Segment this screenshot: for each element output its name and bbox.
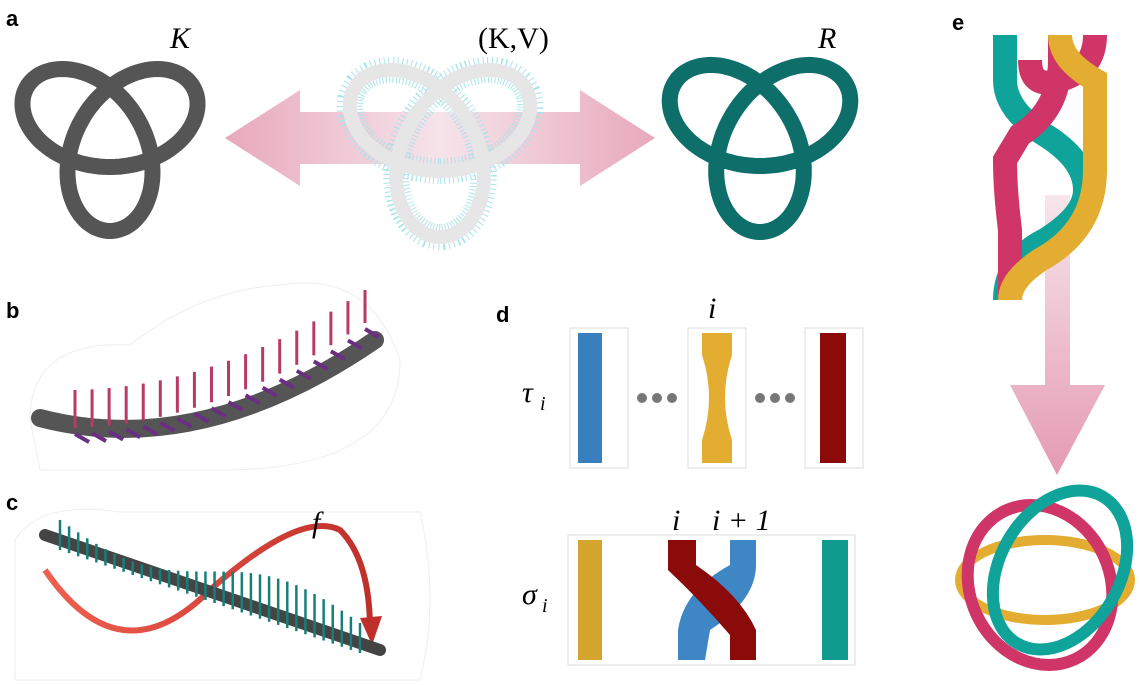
ribbon (670, 65, 851, 232)
panel-label: e (952, 10, 964, 35)
index-label: i (672, 504, 680, 537)
panel-label: c (6, 490, 18, 515)
pair-label: (K,V) (478, 22, 549, 55)
tau-subscript: i (540, 393, 546, 415)
panel-label: d (496, 302, 509, 327)
strand (822, 540, 848, 660)
strand (578, 540, 602, 660)
strand (578, 333, 602, 463)
ribbon-label: R (817, 22, 836, 55)
index-label: i + 1 (712, 504, 771, 537)
figure: a K (K,V) R b c f d i τ i i i + 1 σ i e (0, 0, 1140, 685)
knot (23, 69, 198, 231)
panel-label: b (6, 298, 19, 323)
tau-symbol: τ (522, 376, 534, 409)
index-label: i (708, 292, 716, 325)
sigma-symbol: σ (522, 578, 538, 611)
strand (820, 333, 846, 463)
sigma-subscript: i (542, 595, 548, 617)
braid (1005, 35, 1095, 300)
panel-label: a (6, 6, 19, 31)
rings (942, 466, 1140, 685)
knot-label: K (169, 22, 192, 55)
